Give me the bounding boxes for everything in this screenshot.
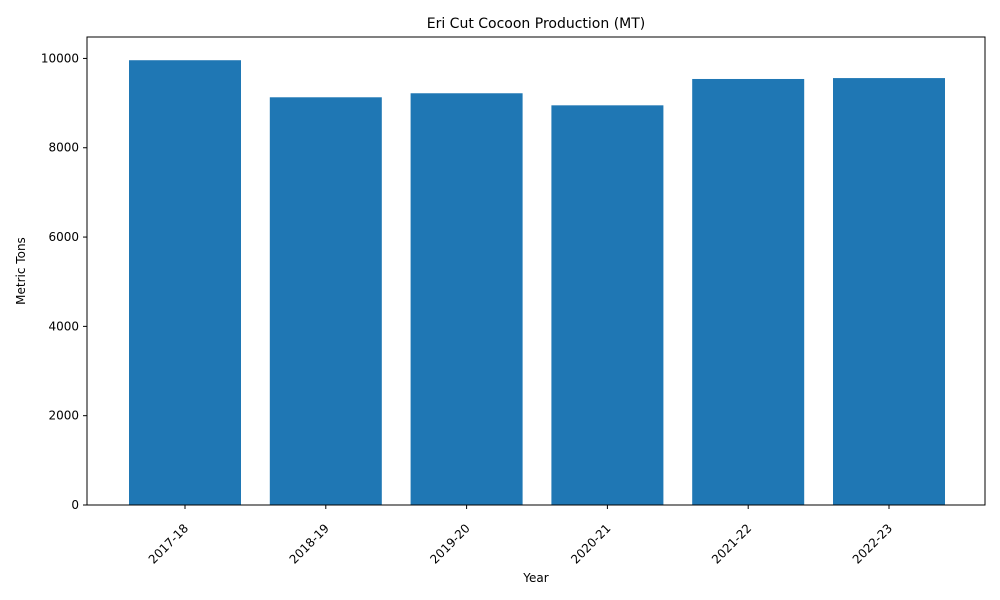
x-axis-label: Year [522,571,548,585]
y-tick-label: 4000 [48,319,79,333]
bar-2019-20 [410,93,523,505]
y-tick-label: 0 [71,498,79,512]
x-tick-label: 2019-20 [427,521,472,566]
x-axis-ticks: 2017-18 2018-19 2019-20 2020-21 2021-22 2022-… [146,505,895,567]
y-axis-ticks: 0 2000 4000 6000 8000 10000 [41,51,87,512]
plot-frame [86,36,986,506]
bar-2021-22 [692,78,805,505]
y-axis-label: Metric Tons [14,237,28,305]
x-tick-label: 2020-21 [568,521,613,566]
x-tick-label: 2018-19 [287,521,332,566]
chart-title: Eri Cut Cocoon Production (MT) [427,16,646,32]
y-tick-label: 6000 [48,230,79,244]
y-tick-label: 2000 [48,409,79,423]
x-tick-label: 2021-22 [709,521,754,566]
bar-2018-19 [269,97,382,506]
bars-group [129,60,945,506]
bar-2020-21 [551,105,664,505]
x-tick-label: 2017-18 [146,521,191,566]
bar-2017-18 [129,60,241,505]
y-tick-label: 10000 [41,51,79,65]
bar-2022-23 [833,78,945,505]
x-tick-label: 2022-23 [850,521,895,566]
y-tick-label: 8000 [48,141,79,155]
